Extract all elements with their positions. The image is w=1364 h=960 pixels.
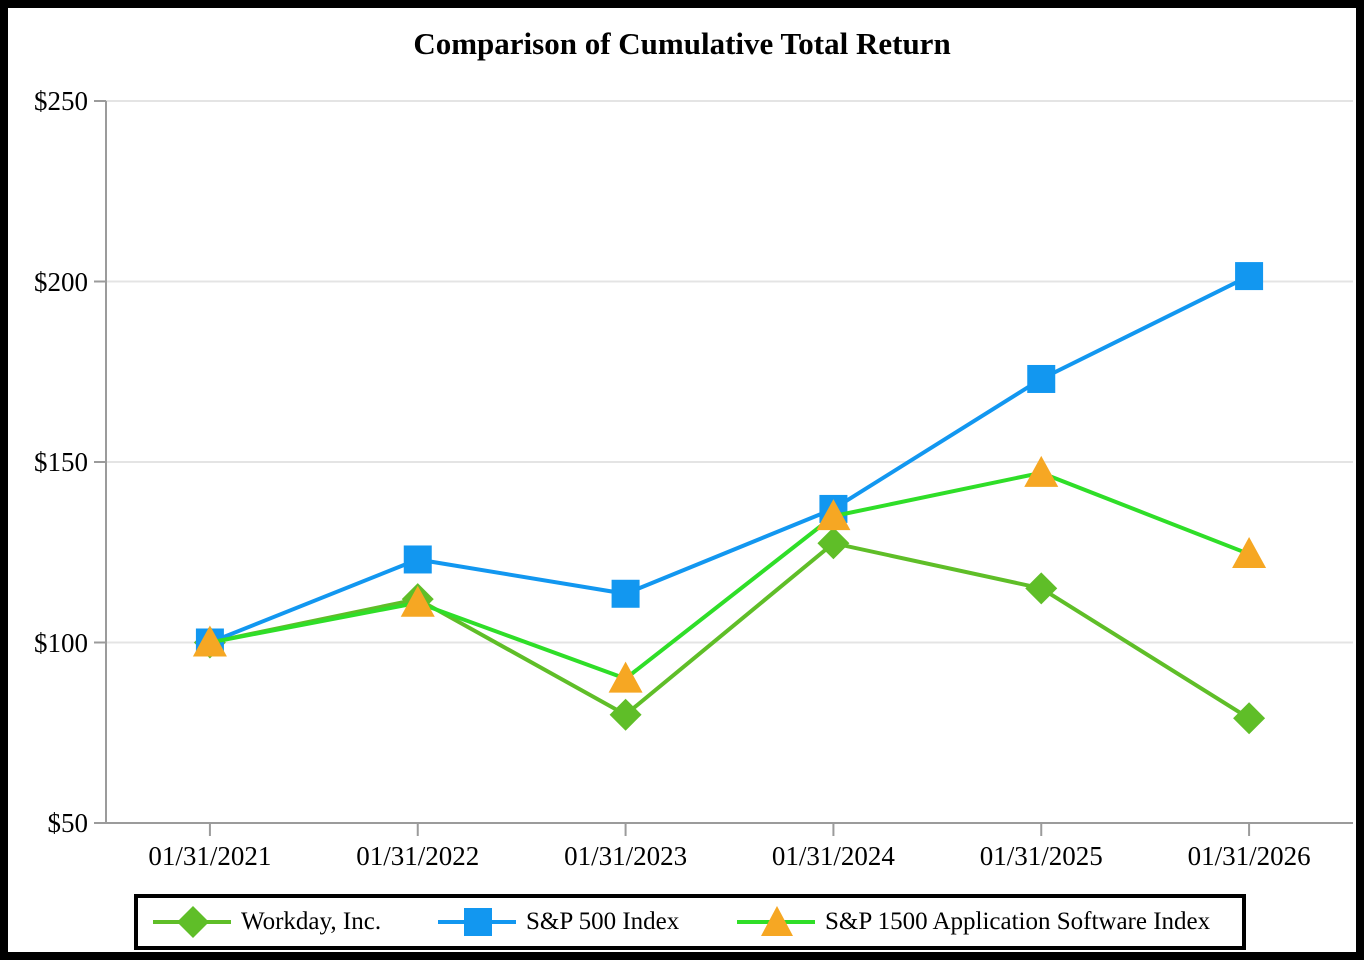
series-line-workday-inc	[209, 541, 1251, 721]
triangle-marker-icon	[761, 906, 793, 936]
legend-label-sp500: S&P 500 Index	[526, 908, 680, 935]
y-axis-tick-label: $150	[34, 447, 88, 477]
triangle-marker-icon	[1024, 455, 1059, 487]
diamond-marker-icon	[177, 906, 209, 938]
triangle-marker-icon	[400, 585, 435, 617]
x-axis-tick-label: 01/31/2022	[356, 841, 480, 871]
legend: Workday, Inc. S&P 500 Index S&P 1500 App…	[134, 894, 1246, 950]
x-axis-tick-label: 01/31/2023	[564, 841, 688, 871]
legend-label-sp1500-app-software: S&P 1500 Application Software Index	[825, 908, 1211, 935]
square-marker-icon	[438, 908, 516, 936]
x-axis-tick-label: 01/31/2025	[979, 841, 1103, 871]
square-marker-icon	[403, 545, 432, 574]
diamond-marker-icon	[153, 906, 231, 938]
square-marker-icon	[611, 579, 640, 608]
y-axis-tick-label: $250	[34, 86, 88, 116]
y-axis-tick-label: $100	[34, 627, 88, 658]
diamond-marker-icon	[1025, 572, 1058, 605]
series-line-s-p-500-index	[209, 274, 1250, 645]
chart-title: Comparison of Cumulative Total Return	[413, 26, 951, 61]
triangle-marker-icon	[816, 499, 851, 531]
square-marker-icon	[464, 908, 492, 936]
y-axis-tick-label: $50	[47, 808, 89, 838]
legend-label-workday: Workday, Inc.	[241, 908, 382, 935]
diamond-marker-icon	[1233, 702, 1266, 735]
legend-entry-workday: Workday, Inc.	[153, 898, 381, 946]
square-marker-icon	[1235, 262, 1264, 291]
legend-entry-sp500: S&P 500 Index	[438, 898, 679, 946]
legend-entry-sp1500-app-software: S&P 1500 Application Software Index	[737, 898, 1210, 946]
triangle-marker-icon	[737, 906, 815, 936]
chart-plot-area	[94, 100, 1353, 836]
x-axis-tick-label: 01/31/2021	[148, 841, 272, 871]
triangle-marker-icon	[608, 661, 643, 693]
series-line-s-p-1500-application-software-index	[209, 470, 1250, 681]
diamond-marker-icon	[817, 527, 850, 560]
y-axis-tick-label: $200	[34, 266, 88, 297]
x-axis-tick-label: 01/31/2026	[1187, 841, 1311, 871]
square-marker-icon	[1027, 364, 1056, 393]
triangle-marker-icon	[1232, 537, 1267, 569]
diamond-marker-icon	[609, 698, 642, 731]
x-axis-tick-label: 01/31/2024	[771, 841, 895, 871]
triangle-marker-icon	[192, 625, 227, 657]
